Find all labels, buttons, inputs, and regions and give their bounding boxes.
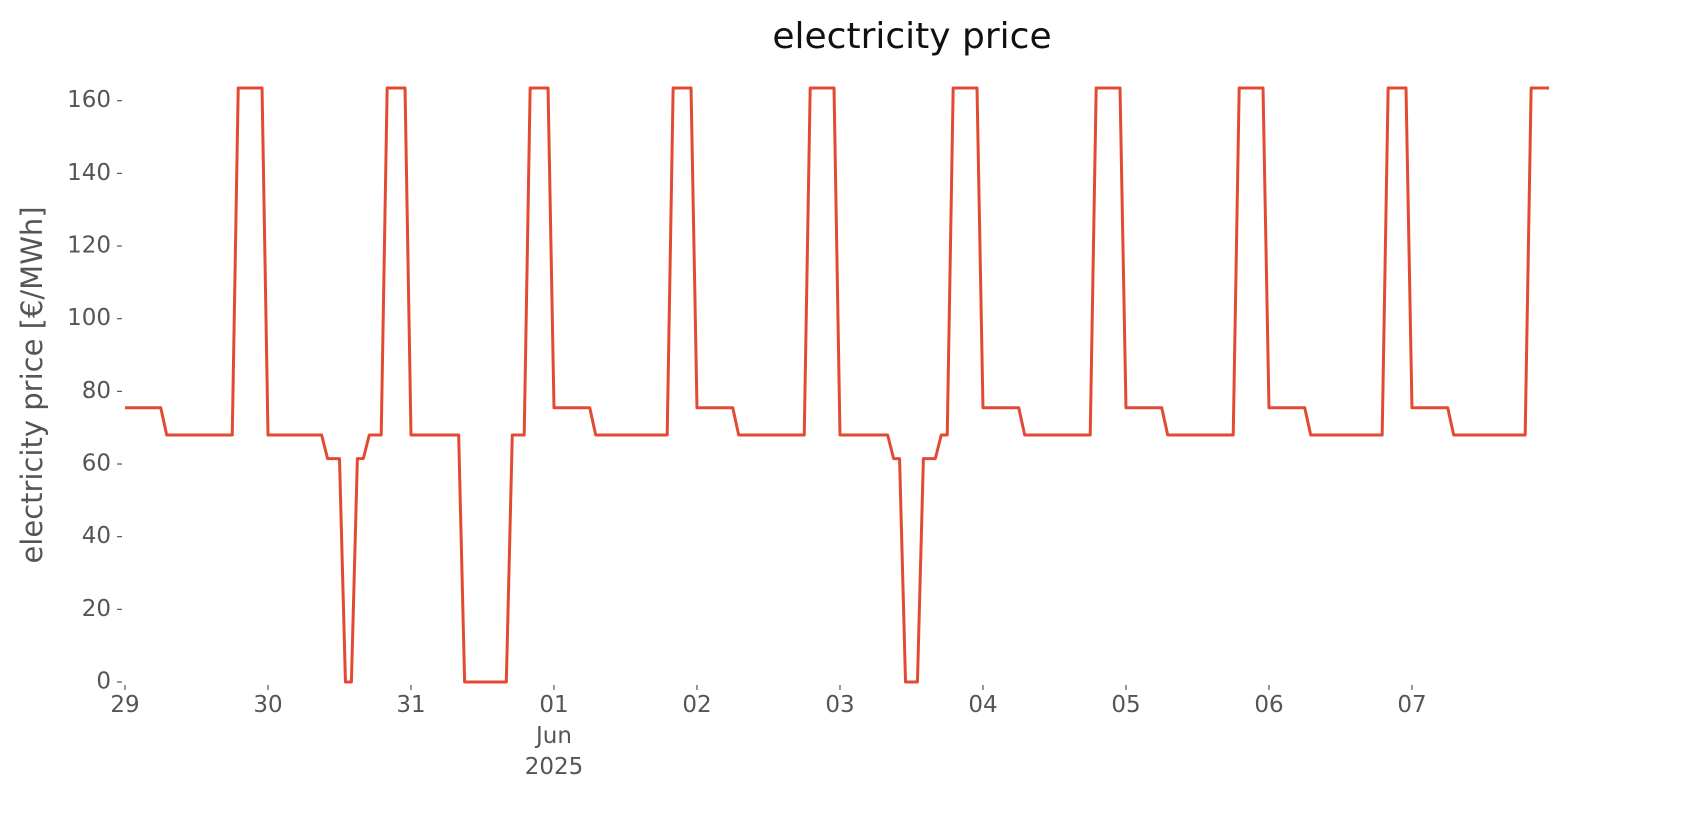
x-tick-label: 31: [396, 692, 425, 718]
y-tick-label: 40: [82, 523, 111, 549]
x-tick-label: 03: [825, 692, 854, 718]
price-line: [125, 86, 1549, 684]
y-tick-label: 60: [82, 451, 111, 477]
x-tick-label: 29: [110, 692, 139, 718]
x-tick-label: 02: [682, 692, 711, 718]
y-axis-label: electricity price [€/MWh]: [15, 206, 49, 563]
x-tick-label: 05: [1111, 692, 1140, 718]
x-tick-label: 07: [1397, 692, 1426, 718]
x-tick-label: 04: [968, 692, 997, 718]
y-tick-label: 20: [82, 596, 111, 622]
x-tick-label: 30: [253, 692, 282, 718]
y-tick-label: 120: [67, 233, 111, 259]
y-tick-label: 160: [67, 87, 111, 113]
chart-title: electricity price: [772, 16, 1051, 57]
x-tick-label: 06: [1254, 692, 1283, 718]
y-tick-label: 80: [82, 378, 111, 404]
y-tick-label: 0: [96, 669, 111, 695]
y-tick-label: 100: [67, 305, 111, 331]
x-tick-label: 01 Jun 2025: [525, 692, 584, 780]
y-tick-label: 140: [67, 160, 111, 186]
